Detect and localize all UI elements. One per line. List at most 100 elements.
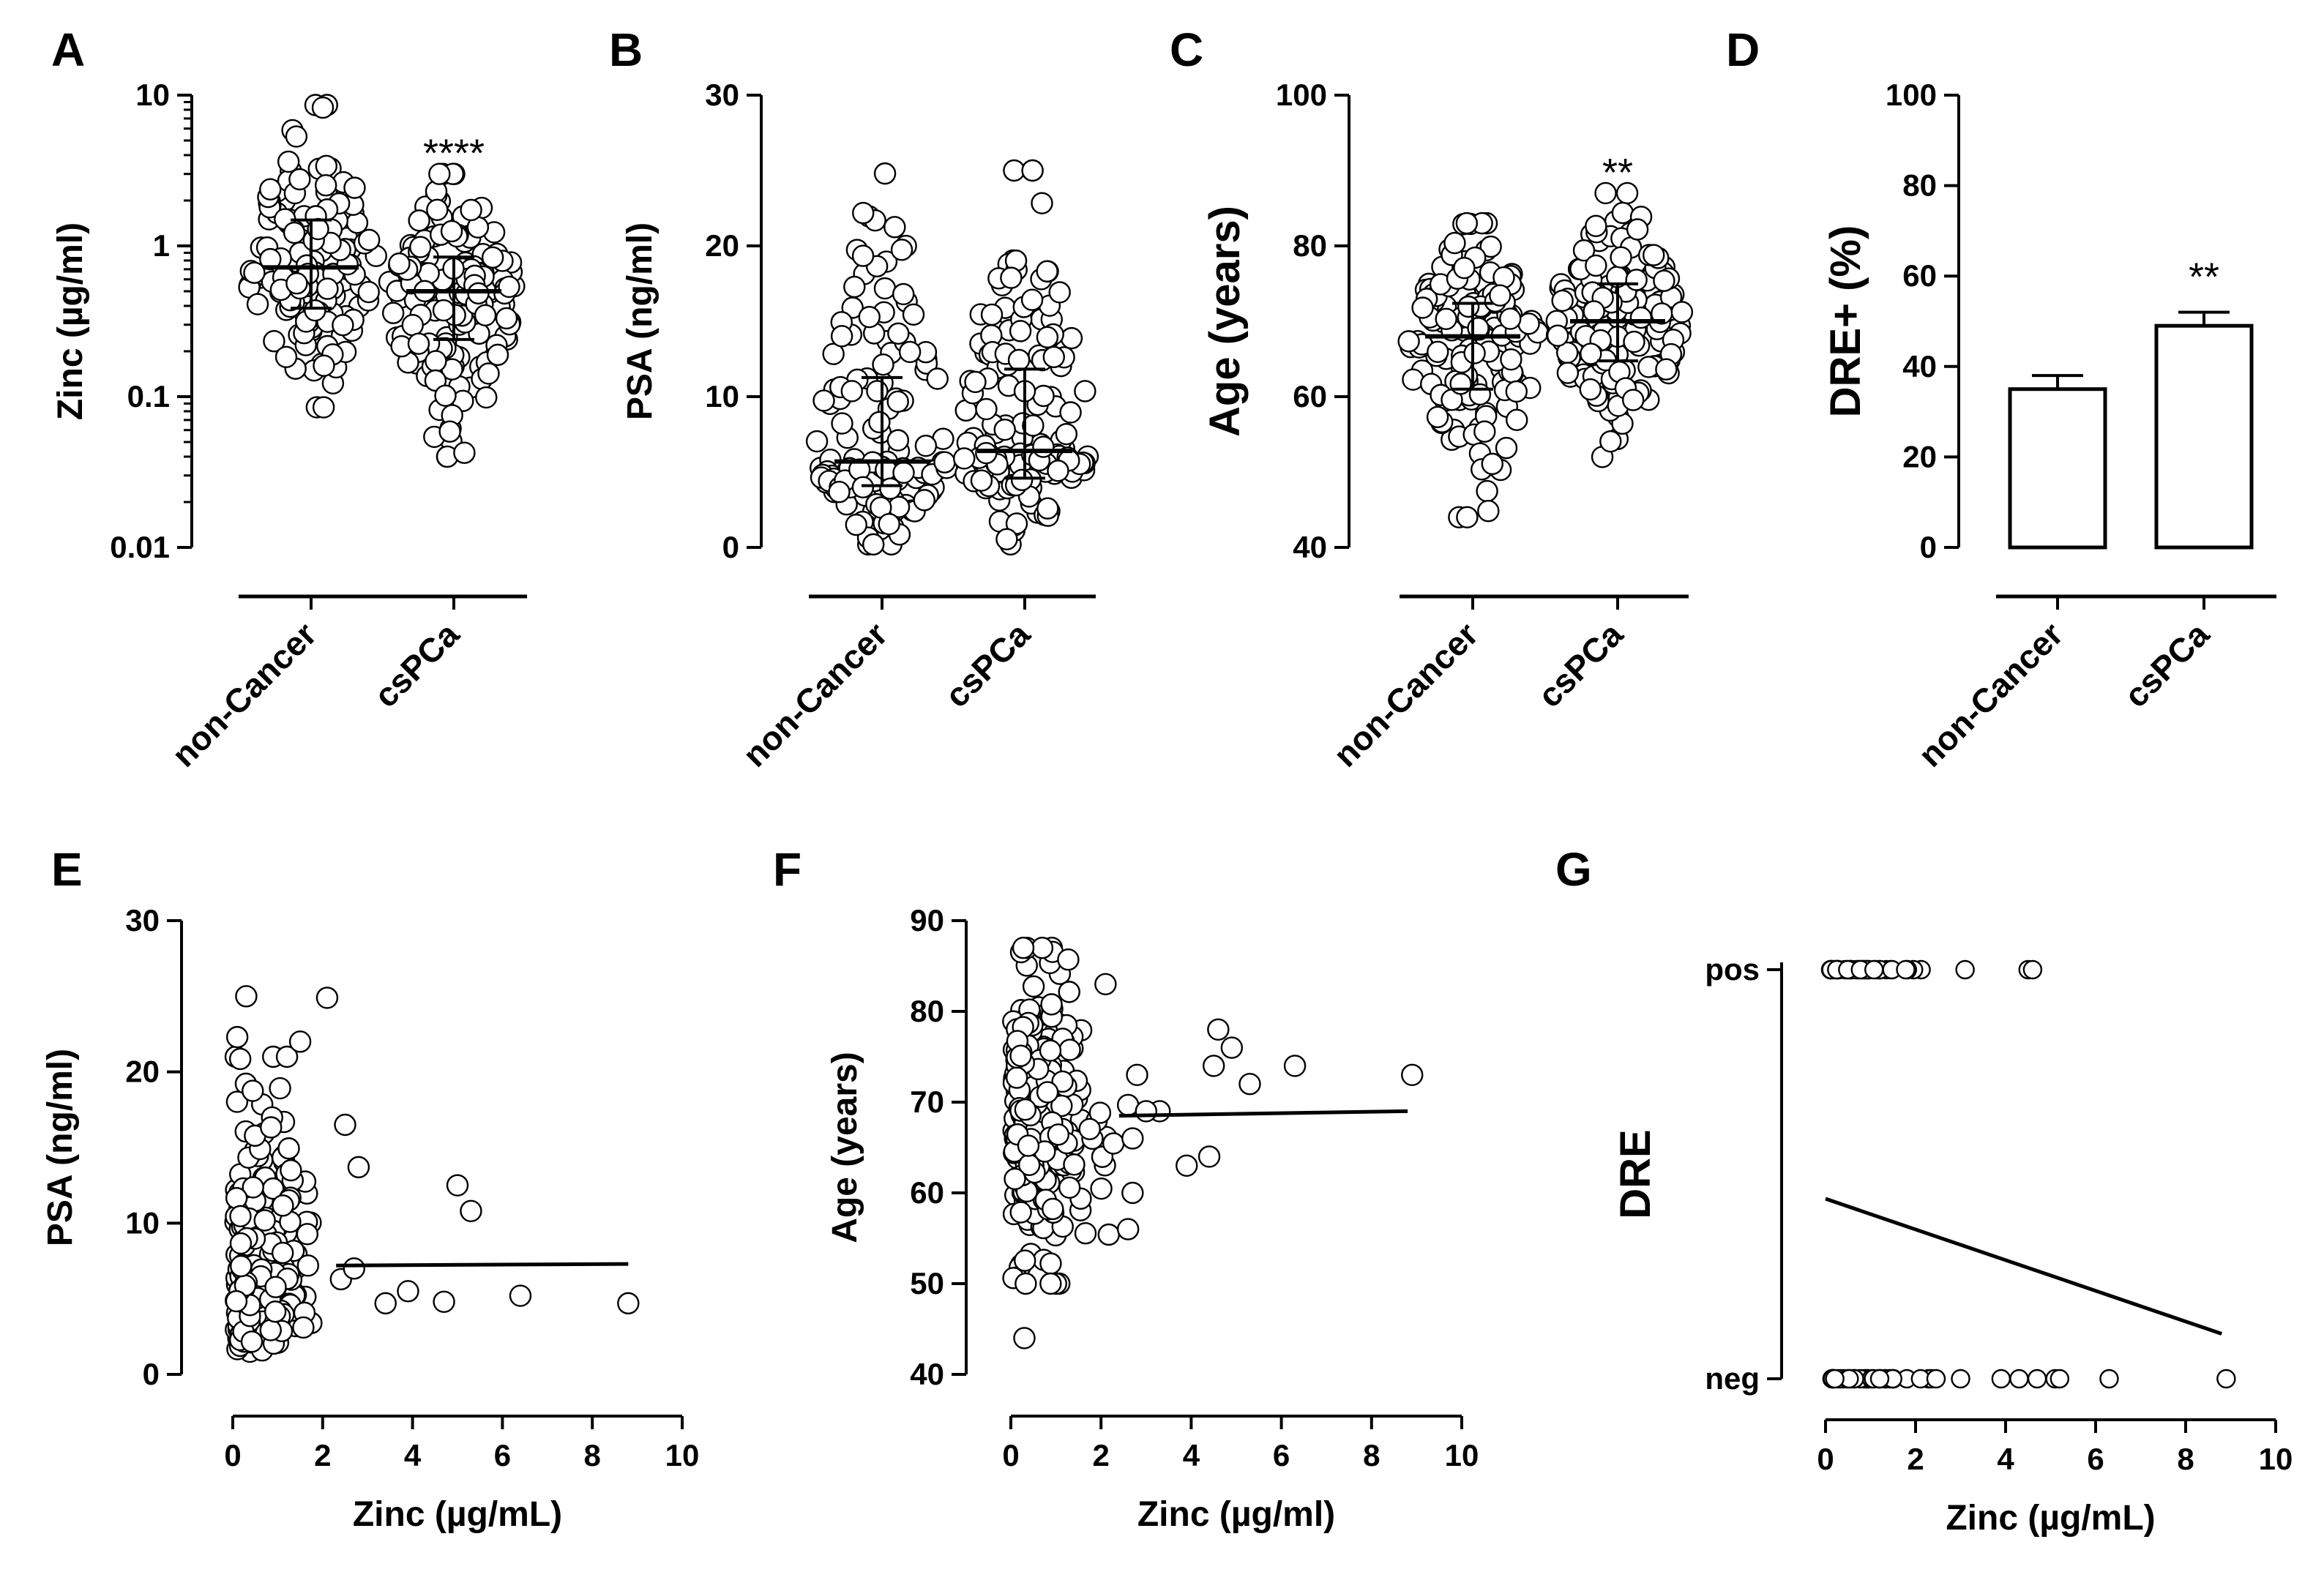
data-point — [1951, 1369, 1970, 1389]
regression-line — [1118, 1109, 1408, 1118]
data-point — [486, 343, 509, 367]
data-point — [240, 1330, 264, 1353]
data-point — [953, 447, 976, 470]
data-point — [1579, 378, 1602, 401]
data-point — [1283, 1055, 1307, 1077]
data-point — [1005, 512, 1028, 535]
data-point — [1031, 936, 1054, 959]
panel-f-x-tick-label: 0 — [1002, 1438, 1019, 1472]
data-point — [872, 353, 894, 376]
data-point — [460, 1199, 482, 1223]
data-point — [1202, 1055, 1225, 1077]
panel-letter-d: D — [1726, 23, 1760, 76]
data-point — [1074, 1222, 1097, 1245]
category-label: csPCa — [367, 615, 467, 715]
data-point — [285, 125, 308, 148]
data-point — [830, 325, 853, 348]
panel-d-y-tick-label: 40 — [1902, 349, 1937, 383]
panel-d-y-tick-label: 100 — [1886, 78, 1937, 112]
data-point — [1048, 281, 1071, 304]
data-point — [1032, 435, 1055, 458]
data-point — [374, 1292, 397, 1315]
data-point — [1955, 959, 1975, 980]
category-label: non-Cancer — [736, 615, 895, 774]
data-point — [285, 272, 308, 295]
panel-e-y-tick-label: 10 — [125, 1205, 160, 1240]
data-point — [1007, 348, 1031, 372]
panel-c-y-tick-label: 100 — [1276, 78, 1327, 112]
data-point — [1495, 436, 1518, 460]
data-point — [1020, 288, 1044, 311]
data-point — [275, 1045, 299, 1068]
regression-line — [336, 1262, 629, 1268]
data-point — [264, 1300, 287, 1323]
data-point — [1005, 1066, 1028, 1089]
panel-g-x-tick-label: 4 — [1997, 1442, 2014, 1476]
panel-d-y-tick-label: 60 — [1902, 258, 1937, 293]
data-point — [242, 1176, 264, 1199]
data-point — [1088, 1101, 1112, 1124]
data-point — [1615, 181, 1639, 205]
data-point — [225, 1289, 248, 1313]
data-point — [274, 345, 298, 368]
data-point — [259, 178, 282, 201]
data-point — [1050, 1094, 1073, 1118]
data-point — [964, 370, 987, 394]
data-point — [617, 1292, 640, 1315]
panel-b: 0 10 20 30 PSA (ng/ml) non-Cancer csPCa — [621, 78, 1099, 774]
data-point — [1546, 324, 1569, 347]
data-point — [1047, 1123, 1070, 1146]
panel-g-x-tick-label: 6 — [2087, 1442, 2104, 1476]
panel-d-y-tick-label: 0 — [1920, 530, 1937, 564]
bar-non-Cancer — [2008, 387, 2107, 550]
data-point — [235, 985, 258, 1008]
panel-e-y-label: PSA (ng/ml) — [41, 1049, 80, 1246]
data-point — [401, 313, 424, 337]
data-point — [1022, 975, 1045, 998]
data-point — [1176, 1154, 1198, 1178]
data-point — [1642, 244, 1665, 266]
data-point — [879, 477, 902, 500]
data-point — [892, 282, 915, 306]
data-point — [975, 397, 998, 421]
data-point — [292, 1316, 315, 1339]
panel-b-y-tick-label: 0 — [722, 530, 739, 564]
category-label: non-Cancer — [1326, 615, 1486, 774]
data-point — [1032, 384, 1055, 408]
data-point — [1449, 373, 1472, 395]
data-point — [381, 302, 405, 324]
panel-f-y-label: Age (years) — [826, 1052, 864, 1243]
data-point — [474, 304, 497, 326]
data-point — [1039, 1272, 1062, 1295]
panel-letter-b: B — [609, 23, 643, 76]
data-point — [1022, 414, 1045, 437]
panel-f-y-tick-label: 40 — [910, 1357, 944, 1391]
data-point — [1010, 468, 1034, 492]
data-point — [812, 389, 835, 412]
data-point — [1401, 1063, 1424, 1087]
data-point — [878, 512, 900, 536]
panel-g-x-tick-label: 0 — [1817, 1442, 1834, 1476]
data-point — [913, 489, 935, 512]
data-point — [304, 299, 326, 322]
data-point — [1896, 959, 1916, 980]
data-point — [1621, 389, 1645, 411]
data-point — [1825, 1369, 1845, 1389]
data-point — [446, 1174, 469, 1197]
panel-d: 0 20 40 60 80 100 DRE+ (%) non-Cancer csPCa ** — [1822, 78, 2276, 774]
data-point — [277, 150, 300, 173]
data-point — [1047, 460, 1069, 482]
panel-d-y-tick-label: 20 — [1902, 439, 1937, 473]
data-point — [887, 322, 910, 345]
data-point — [426, 198, 449, 221]
panel-e-y-tick-label: 30 — [125, 903, 160, 937]
data-point — [1580, 342, 1602, 365]
data-point — [228, 1047, 252, 1071]
data-point — [1042, 345, 1065, 369]
data-point — [229, 1205, 252, 1228]
data-point — [225, 1186, 248, 1210]
data-point — [1456, 506, 1479, 528]
